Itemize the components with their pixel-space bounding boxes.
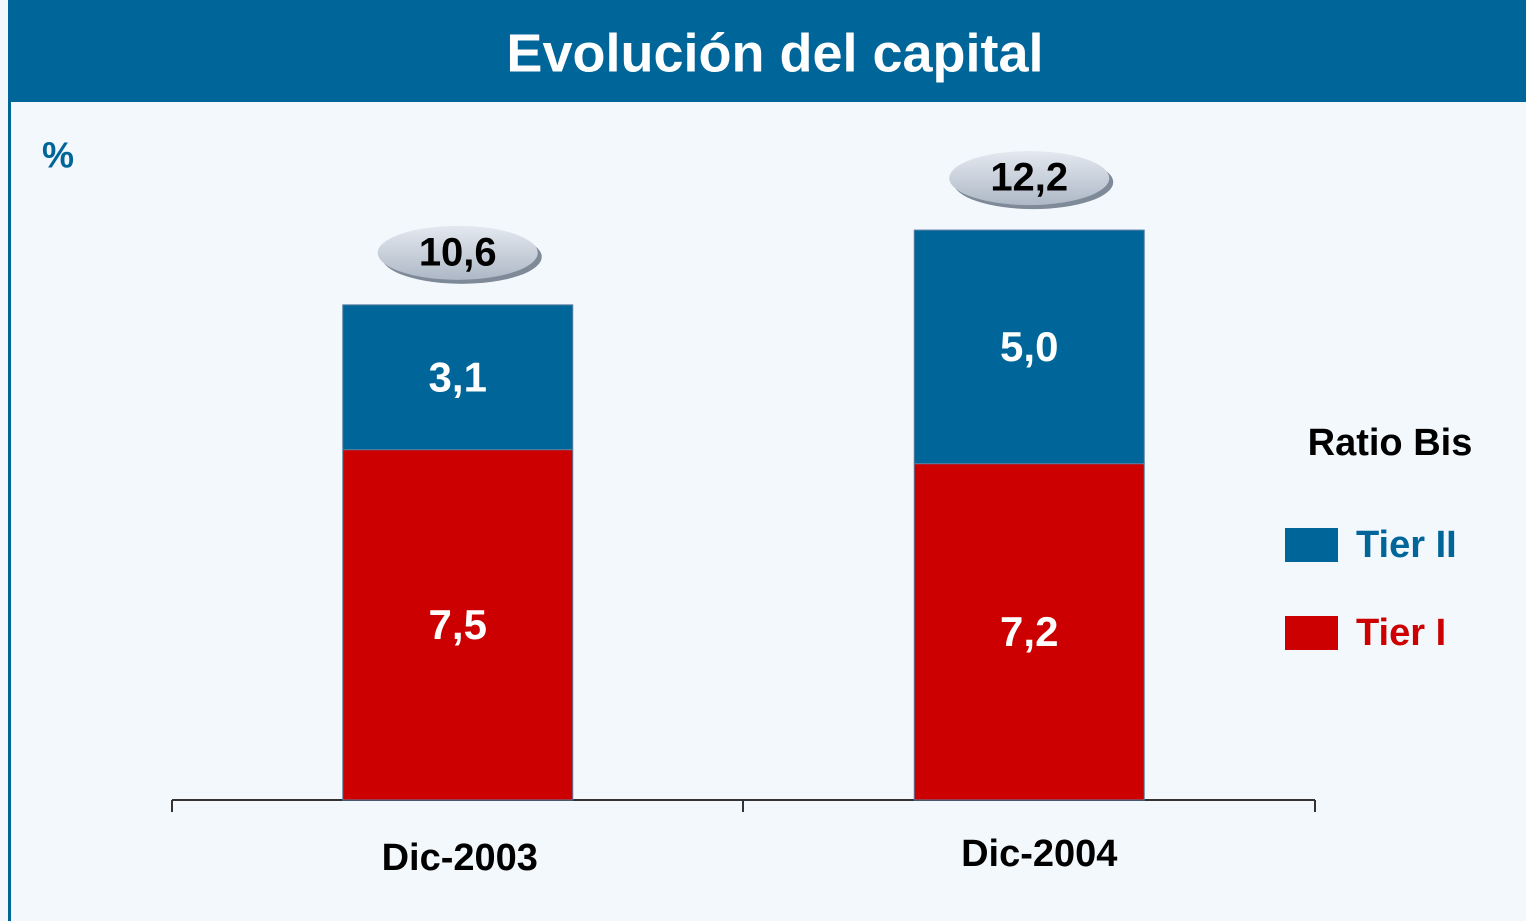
total-pill [949, 151, 1110, 206]
header [8, 0, 1526, 102]
legend-label: Tier I [1356, 612, 1446, 654]
legend-label: Tier II [1356, 524, 1457, 566]
legend-swatch [1285, 616, 1338, 650]
bar-segment [342, 449, 574, 801]
chart-title: Evolución del capital [506, 23, 1043, 83]
x-tick-label: Dic-2003 [382, 837, 538, 879]
total-label: 12,2 [990, 156, 1068, 200]
y-axis-label: % [42, 135, 74, 176]
left-border [8, 100, 11, 921]
value-label: 7,5 [429, 601, 487, 648]
total-pill [377, 225, 538, 280]
legend-title: Ratio Bis [1308, 422, 1473, 464]
bar-segment [913, 229, 1145, 465]
x-tick-label: Dic-2004 [961, 833, 1117, 875]
total-label: 10,6 [419, 230, 497, 274]
legend-swatch [1285, 528, 1338, 562]
value-label: 5,0 [1000, 323, 1058, 370]
bar-segment [342, 304, 574, 451]
value-label: 3,1 [429, 353, 487, 400]
value-label: 7,2 [1000, 608, 1058, 655]
